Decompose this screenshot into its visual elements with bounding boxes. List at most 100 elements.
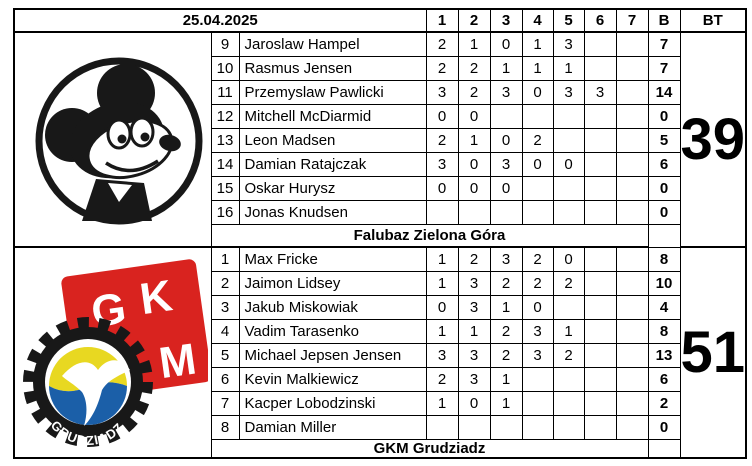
table-row: 15 Oskar Hurysz 0 0 0 0: [14, 176, 746, 201]
rider-name-cell: Kevin Malkiewicz: [238, 367, 427, 392]
heat-score-cell: [583, 176, 617, 201]
rider-number-cell: 14: [210, 152, 240, 177]
heat-score-cell: 2: [521, 246, 554, 272]
rider-number-cell: 16: [210, 200, 240, 225]
heat-column-header: 4: [521, 8, 554, 33]
heat-score-cell: 0: [457, 391, 491, 416]
rider-name-cell: Przemyslaw Pawlicki: [238, 80, 427, 105]
heat-score-cell: [583, 104, 617, 129]
heat-score-cell: 3: [425, 80, 459, 105]
heat-score-cell: [583, 246, 617, 272]
heat-score-cell: [615, 176, 649, 201]
heat-score-cell: 2: [489, 271, 523, 296]
heat-score-cell: 2: [489, 343, 523, 368]
heat-score-cell: 0: [552, 152, 585, 177]
heat-score-cell: [615, 343, 649, 368]
heat-score-cell: 1: [489, 367, 523, 392]
rider-number-cell: 4: [210, 319, 240, 344]
heat-score-cell: [615, 319, 649, 344]
heat-score-cell: 0: [425, 104, 459, 129]
table-row: 8 Damian Miller 0: [14, 415, 746, 440]
heat-score-cell: 0: [521, 80, 554, 105]
rider-number-cell: 2: [210, 271, 240, 296]
rider-name-cell: Jaroslaw Hampel: [238, 31, 427, 57]
heat-score-cell: 2: [552, 271, 585, 296]
bonus-points-cell: 7: [647, 31, 681, 57]
heat-score-cell: 0: [489, 31, 523, 57]
heat-column-header: 5: [552, 8, 585, 33]
heat-score-cell: [615, 104, 649, 129]
rider-number-cell: 6: [210, 367, 240, 392]
table-row: 9 Jaroslaw Hampel 2 1 0 1 3 7 39: [13, 31, 747, 248]
rider-name-cell: Rasmus Jensen: [238, 56, 427, 81]
heat-score-cell: [583, 367, 617, 392]
heat-score-cell: 0: [521, 152, 554, 177]
heat-score-cell: 3: [552, 80, 585, 105]
heat-score-cell: 2: [521, 271, 554, 296]
heat-score-cell: 3: [489, 152, 523, 177]
bonus-points-cell: 0: [647, 176, 681, 201]
heat-score-cell: 2: [425, 56, 459, 81]
heat-score-cell: [521, 391, 554, 416]
heat-score-cell: 0: [552, 246, 585, 272]
team-total-cell: 51: [679, 246, 747, 459]
rider-number-cell: 8: [210, 415, 240, 440]
table-row: 16 Jonas Knudsen 0: [14, 200, 746, 225]
heat-score-cell: [583, 271, 617, 296]
heat-score-cell: [552, 128, 585, 153]
heat-score-cell: [583, 31, 617, 57]
bonus-points-cell: 0: [647, 200, 681, 225]
table-row: 4 Vadim Tarasenko 1 1 2 3 1 8: [14, 319, 746, 344]
heat-column-header: 2: [457, 8, 491, 33]
rider-name-cell: Damian Miller: [238, 415, 427, 440]
rider-name-cell: Michael Jepsen Jensen: [238, 343, 427, 368]
heat-score-cell: [552, 295, 585, 320]
rider-number-cell: 11: [210, 80, 240, 105]
heat-score-cell: 2: [425, 128, 459, 153]
heat-score-cell: [583, 128, 617, 153]
table-row: 3 Jakub Miskowiak 0 3 1 0 4: [14, 295, 746, 320]
rider-number-cell: 10: [210, 56, 240, 81]
rider-name-cell: Damian Ratajczak: [238, 152, 427, 177]
results-table: 25.04.2025 1 2 3 4 5 6 7 B BT: [13, 8, 748, 459]
rider-name-cell: Oskar Hurysz: [238, 176, 427, 201]
bonus-points-cell: 4: [647, 295, 681, 320]
heat-score-cell: 0: [457, 152, 491, 177]
team-name-row: GKM Grudziadz: [14, 439, 746, 459]
heat-score-cell: [583, 200, 617, 225]
falubaz-mouse-logo: [13, 31, 212, 248]
heat-score-cell: [583, 56, 617, 81]
heat-score-cell: [615, 246, 649, 272]
rider-number-cell: 7: [210, 391, 240, 416]
bonus-points-cell: 8: [647, 246, 681, 272]
bonus-points-cell: 14: [647, 80, 681, 105]
rider-number-cell: 1: [210, 246, 240, 272]
table-row: 10 Rasmus Jensen 2 2 1 1 1 7: [14, 56, 746, 81]
heat-score-cell: [489, 415, 523, 440]
table-row: 14 Damian Ratajczak 3 0 3 0 0 6: [14, 152, 746, 177]
rider-name-cell: Vadim Tarasenko: [238, 319, 427, 344]
heat-score-cell: 3: [489, 80, 523, 105]
heat-score-cell: [583, 415, 617, 440]
bonus-points-cell: 8: [647, 319, 681, 344]
rider-number-cell: 3: [210, 295, 240, 320]
table-row: 6 Kevin Malkiewicz 2 3 1 6: [14, 367, 746, 392]
heat-score-cell: 1: [489, 295, 523, 320]
heat-score-cell: 2: [457, 80, 491, 105]
rider-number-cell: 15: [210, 176, 240, 201]
gkm-letter-k: K: [137, 271, 176, 324]
rider-name-cell: Leon Madsen: [238, 128, 427, 153]
heat-column-header: 3: [489, 8, 523, 33]
heat-score-cell: 1: [521, 56, 554, 81]
rider-name-cell: Mitchell McDiarmid: [238, 104, 427, 129]
heat-score-cell: [552, 367, 585, 392]
heat-score-cell: [615, 56, 649, 81]
heat-score-cell: 1: [425, 271, 459, 296]
bonus-points-cell: 0: [647, 415, 681, 440]
heat-score-cell: 1: [457, 319, 491, 344]
heat-score-cell: 0: [489, 128, 523, 153]
heat-score-cell: [583, 295, 617, 320]
heat-score-cell: [552, 104, 585, 129]
gkm-grudziadz-logo: G K M GRUDZIĄDZ: [13, 246, 212, 459]
heat-column-header: 1: [425, 8, 459, 33]
